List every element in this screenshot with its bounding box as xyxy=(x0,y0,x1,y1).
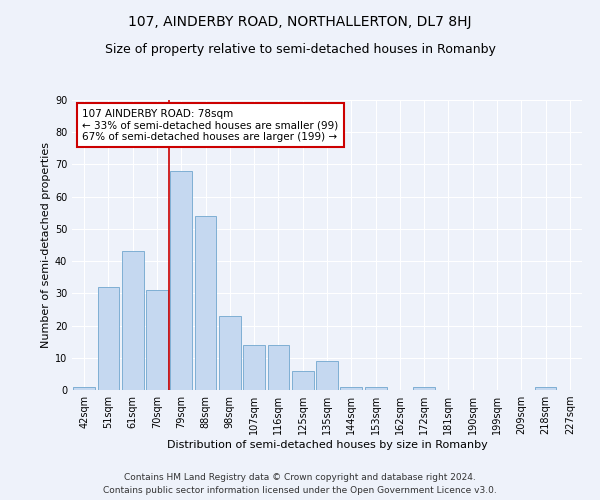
Bar xyxy=(413,387,435,390)
Text: 107, AINDERBY ROAD, NORTHALLERTON, DL7 8HJ: 107, AINDERBY ROAD, NORTHALLERTON, DL7 8… xyxy=(128,15,472,29)
Y-axis label: Number of semi-detached properties: Number of semi-detached properties xyxy=(41,142,50,348)
X-axis label: Distribution of semi-detached houses by size in Romanby: Distribution of semi-detached houses by … xyxy=(167,440,487,450)
Bar xyxy=(146,290,168,390)
Text: Size of property relative to semi-detached houses in Romanby: Size of property relative to semi-detach… xyxy=(104,42,496,56)
Bar xyxy=(73,387,95,390)
Bar xyxy=(219,316,241,390)
Bar xyxy=(268,345,289,390)
Bar xyxy=(535,387,556,390)
Bar xyxy=(365,387,386,390)
Bar xyxy=(194,216,217,390)
Text: Contains HM Land Registry data © Crown copyright and database right 2024.
Contai: Contains HM Land Registry data © Crown c… xyxy=(103,474,497,495)
Bar xyxy=(340,387,362,390)
Bar xyxy=(170,171,192,390)
Bar xyxy=(316,361,338,390)
Bar xyxy=(243,345,265,390)
Bar xyxy=(97,287,119,390)
Text: 107 AINDERBY ROAD: 78sqm
← 33% of semi-detached houses are smaller (99)
67% of s: 107 AINDERBY ROAD: 78sqm ← 33% of semi-d… xyxy=(82,108,338,142)
Bar xyxy=(122,252,143,390)
Bar xyxy=(292,370,314,390)
